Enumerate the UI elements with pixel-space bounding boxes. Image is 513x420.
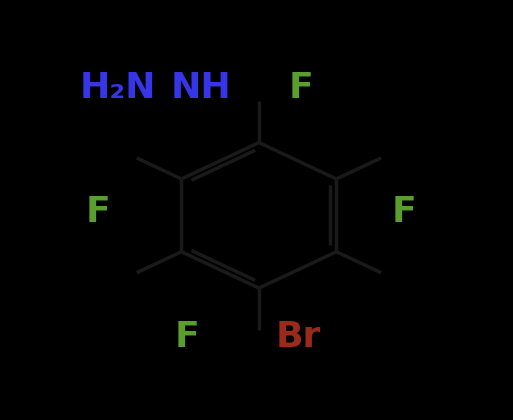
- Text: H₂N: H₂N: [80, 71, 156, 105]
- Text: F: F: [175, 320, 200, 354]
- Text: F: F: [86, 195, 110, 229]
- Text: F: F: [392, 195, 417, 229]
- Text: F: F: [288, 71, 313, 105]
- Text: NH: NH: [171, 71, 232, 105]
- Text: Br: Br: [276, 320, 321, 354]
